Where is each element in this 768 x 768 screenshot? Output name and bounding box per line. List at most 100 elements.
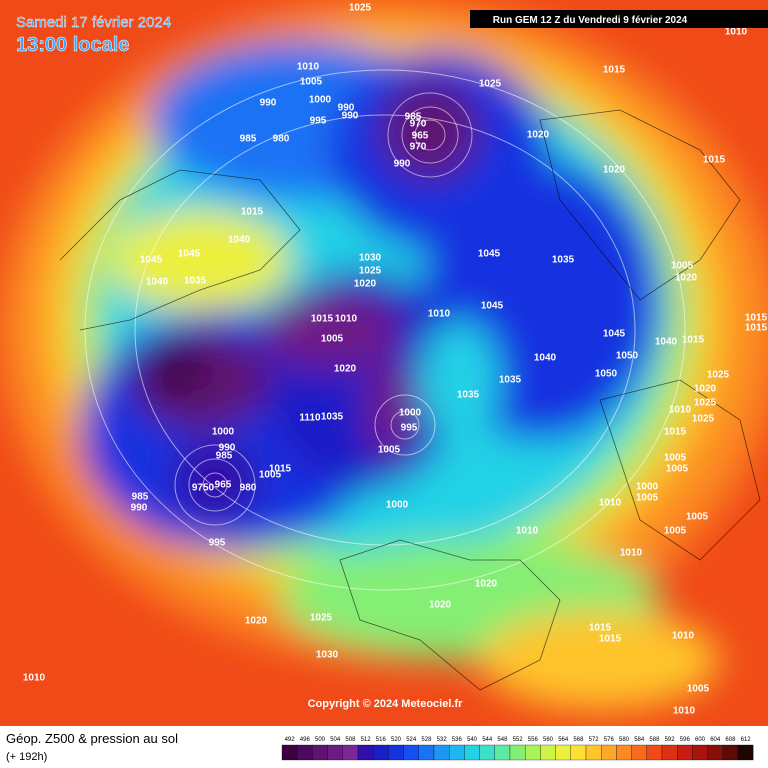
- scale-label: 608: [725, 737, 736, 743]
- scale-label: 580: [619, 737, 630, 743]
- pressure-label: 1015: [311, 314, 334, 325]
- scale-label: 560: [543, 737, 554, 743]
- scale-label: 536: [452, 737, 463, 743]
- scale-swatch: [540, 744, 556, 761]
- scale-swatch: [570, 744, 587, 761]
- pressure-label: 1045: [478, 249, 501, 260]
- scale-swatch: [631, 744, 647, 761]
- pressure-label: 995: [310, 116, 327, 127]
- pressure-label: 990: [338, 103, 355, 114]
- pressure-label: 1050: [616, 351, 639, 362]
- scale-swatch: [616, 744, 632, 761]
- scale-swatch: [327, 744, 343, 761]
- scale-swatch: [297, 744, 313, 761]
- scale-swatch: [418, 744, 435, 761]
- pressure-label: 1010: [23, 673, 46, 684]
- pressure-label: 1005: [636, 493, 659, 504]
- pressure-label: 1025: [310, 613, 333, 624]
- pressure-label: 1010: [620, 548, 643, 559]
- pressure-label: 1020: [475, 579, 498, 590]
- pressure-label: 1040: [228, 235, 251, 246]
- scale-label: 544: [482, 737, 493, 743]
- scale-swatch: [737, 744, 754, 761]
- scale-swatch: [509, 744, 526, 761]
- scale-label: 504: [330, 737, 341, 743]
- scale-swatch: [388, 744, 404, 761]
- pressure-label: 1035: [321, 412, 344, 423]
- pressure-label: 1020: [245, 616, 268, 627]
- scale-swatch: [373, 744, 389, 761]
- date: Samedi 17 février 2024: [16, 14, 171, 31]
- pressure-label: 1110: [299, 413, 321, 424]
- pressure-label: 1015: [703, 155, 726, 166]
- pressure-label: 995: [401, 423, 418, 434]
- pressure-label: 1005: [671, 261, 694, 272]
- scale-label: 540: [467, 737, 478, 743]
- pressure-label: 1035: [184, 276, 207, 287]
- scale-swatch: [357, 744, 374, 761]
- scale-swatch: [342, 744, 359, 761]
- scale-swatch: [449, 744, 465, 761]
- pressure-label: 1010: [335, 314, 358, 325]
- pressure-label: 1045: [603, 329, 626, 340]
- pressure-label: 990: [342, 111, 359, 122]
- pressure-label: 1040: [655, 337, 678, 348]
- scale-label: 512: [361, 737, 372, 743]
- scale-label: 564: [558, 737, 569, 743]
- pressure-label: 1020: [354, 279, 377, 290]
- run-label: Run GEM 12 Z du Vendredi 9 février 2024: [493, 15, 688, 26]
- pressure-label: 1005: [664, 526, 687, 537]
- pressure-label: 1015: [241, 207, 264, 218]
- scale-label: 592: [665, 737, 676, 743]
- scale-swatch: [585, 744, 602, 761]
- pressure-label: 1015: [603, 65, 626, 76]
- scale-label: 576: [604, 737, 615, 743]
- scale-label: 600: [695, 737, 706, 743]
- pressure-label: 1030: [316, 650, 339, 661]
- scale-swatch: [707, 744, 723, 761]
- scale-label: 500: [315, 737, 326, 743]
- pressure-label: 1000: [309, 95, 332, 106]
- scale-swatch: [494, 744, 511, 761]
- scale-label: 584: [634, 737, 645, 743]
- pressure-label: 1015: [664, 427, 687, 438]
- pressure-label: 1015: [745, 313, 768, 324]
- pressure-label: 965: [412, 131, 429, 142]
- pressure-label: 1020: [675, 273, 698, 284]
- pressure-label: 1000: [386, 500, 409, 511]
- scale-swatch: [281, 744, 298, 761]
- footer-title: Géop. Z500 & pression au sol: [6, 731, 178, 746]
- pressure-label: 1010: [725, 27, 748, 38]
- pressure-label: 9750: [192, 483, 215, 494]
- pressure-label: 1000: [636, 482, 659, 493]
- pressure-label: 1020: [334, 364, 357, 375]
- scale-label: 492: [285, 737, 296, 743]
- pressure-label: 985: [405, 112, 422, 123]
- pressure-label: 1015: [682, 335, 705, 346]
- pressure-label: 990: [394, 159, 411, 170]
- pressure-label: 1005: [666, 464, 689, 475]
- scale-label: 520: [391, 737, 402, 743]
- scale-swatch: [555, 744, 571, 761]
- pressure-label: 1010: [599, 498, 622, 509]
- pressure-label: 1025: [692, 414, 715, 425]
- scale-swatch: [433, 744, 450, 761]
- pressure-label: 1030: [359, 253, 382, 264]
- pressure-label: 970: [410, 142, 427, 153]
- scale-swatch: [646, 744, 663, 761]
- scale-label: 572: [589, 737, 600, 743]
- pressure-label: 1035: [457, 390, 480, 401]
- pressure-label: 1050: [595, 369, 618, 380]
- pressure-label: 1010: [516, 526, 539, 537]
- lead-time: (+ 192h): [6, 751, 47, 763]
- pressure-label: 1010: [297, 62, 320, 73]
- scale-label: 528: [421, 737, 432, 743]
- pressure-label: 1005: [378, 445, 401, 456]
- scale-swatch: [601, 744, 617, 761]
- scale-label: 524: [406, 737, 417, 743]
- pressure-label: 1035: [499, 375, 522, 386]
- pressure-label: 980: [273, 134, 290, 145]
- pressure-label: 1025: [359, 266, 382, 277]
